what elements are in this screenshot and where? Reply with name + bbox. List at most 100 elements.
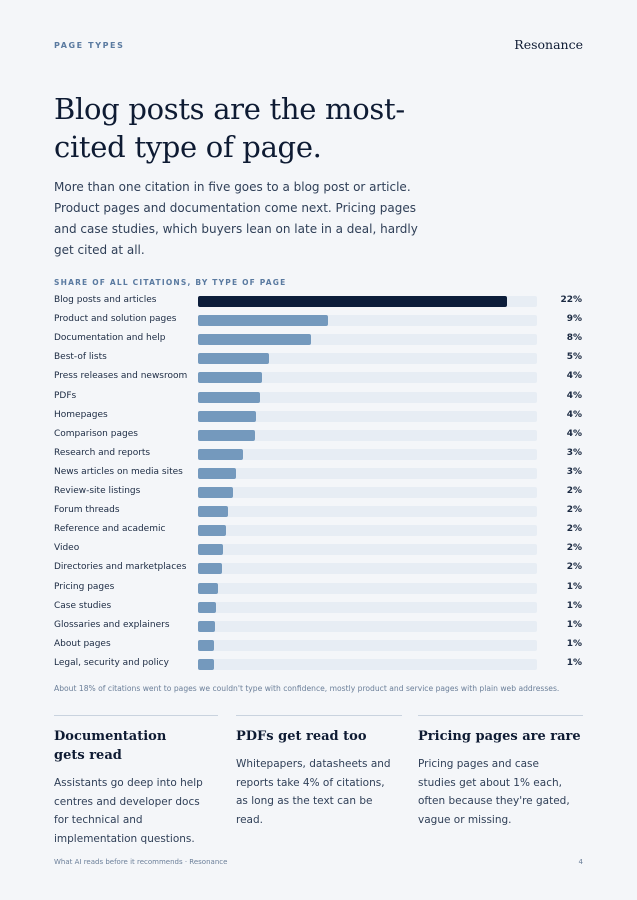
category-label: Case studies [54, 600, 112, 611]
chart-row: Research and reports 3% [54, 445, 584, 464]
value-label: 9% [566, 314, 582, 325]
bar [198, 410, 256, 422]
bar [198, 296, 508, 307]
insight-body: Assistants go deep into help centres and… [54, 777, 203, 845]
chart-row: Best-of lists 5% [54, 349, 584, 368]
category-label: Homepages [54, 409, 108, 420]
page-number: 4 [578, 858, 583, 866]
chart-row: Review-site listings 2% [54, 483, 584, 502]
value-label: 4% [566, 409, 582, 420]
bar [198, 429, 255, 441]
chart-row: Legal, security and policy 1% [54, 655, 584, 674]
value-label: 1% [566, 581, 582, 592]
bar-track [198, 410, 537, 422]
category-label: Documentation and help [54, 333, 166, 344]
bar-track [198, 315, 537, 327]
bar [198, 525, 227, 537]
chart-row: Reference and academic 2% [54, 521, 584, 540]
chart-row: Documentation and help 8% [54, 330, 584, 349]
category-label: Review-site listings [54, 486, 141, 496]
insight-column-pricing: Pricing pages are rare Pricing pages and… [418, 715, 583, 829]
bar-track [198, 582, 537, 594]
value-label: 22% [560, 295, 582, 305]
category-label: Best-of lists [54, 352, 107, 363]
bar [198, 334, 311, 346]
chart-row: Directories and marketplaces 2% [54, 559, 584, 578]
intro-paragraph: More than one citation in five goes to a… [54, 180, 418, 257]
value-label: 2% [566, 486, 582, 496]
category-label: Product and solution pages [54, 314, 177, 325]
bar-track [198, 429, 537, 441]
chart-row: Blog posts and articles 22% [54, 292, 584, 311]
value-label: 3% [566, 466, 582, 477]
category-label: Directories and marketplaces [54, 562, 187, 573]
bar [198, 544, 224, 556]
value-label: 2% [566, 524, 582, 535]
bar [198, 506, 228, 518]
bar [198, 315, 328, 327]
bar-track [198, 563, 537, 575]
insight-body: Whitepapers, datasheets and reports take… [236, 758, 391, 826]
footer-credit: What AI reads before it recommends · Res… [54, 858, 228, 866]
bar-track [198, 296, 537, 307]
chart-row: PDFs 4% [54, 388, 584, 407]
category-label: Reference and academic [54, 524, 166, 535]
value-label: 8% [566, 333, 582, 344]
chart-row: Product and solution pages 9% [54, 311, 584, 330]
citation-share-bar-chart: Blog posts and articles 22% Product and so… [54, 292, 584, 676]
section-eyebrow: PAGE TYPES [54, 41, 125, 50]
bar-track [198, 525, 537, 537]
insight-column-documentation: Documentation gets read Assistants go de… [54, 715, 218, 848]
bar [198, 467, 237, 479]
insight-body: Pricing pages and case studies get about… [418, 758, 570, 826]
bar [198, 601, 217, 613]
value-label: 2% [566, 505, 582, 516]
category-label: Glossaries and explainers [54, 619, 170, 630]
value-label: 1% [566, 638, 582, 649]
bar [198, 658, 214, 670]
category-label: Legal, security and policy [54, 657, 169, 668]
chart-row: Homepages 4% [54, 407, 584, 426]
chart-row: Forum threads 2% [54, 502, 584, 521]
bar [198, 353, 269, 365]
bar [198, 372, 262, 384]
chart-title: SHARE OF ALL CITATIONS, BY TYPE OF PAGE [54, 278, 287, 287]
bar-track [198, 391, 537, 403]
bar [198, 391, 261, 403]
category-label: News articles on media sites [54, 466, 183, 477]
insight-title: Documentation gets read [54, 729, 167, 763]
value-label: 3% [566, 447, 582, 458]
bar [198, 639, 214, 651]
chart-row: Video 2% [54, 540, 584, 559]
bar-track [198, 620, 537, 632]
bar [198, 582, 218, 594]
bar-track [198, 487, 537, 498]
bar-track [198, 544, 537, 556]
category-label: Video [54, 543, 80, 554]
category-label: Forum threads [54, 505, 120, 516]
value-label: 4% [566, 390, 582, 401]
value-label: 2% [566, 543, 582, 554]
bar [198, 620, 215, 632]
value-label: 1% [566, 619, 582, 630]
category-label: PDFs [54, 390, 77, 401]
category-label: Press releases and newsroom [54, 371, 188, 382]
category-label: Blog posts and articles [54, 295, 157, 305]
value-label: 1% [566, 600, 582, 611]
category-label: Pricing pages [54, 581, 115, 592]
category-label: About pages [54, 638, 111, 649]
brand-wordmark: Resonance [514, 37, 583, 52]
chart-row: Glossaries and explainers 1% [54, 617, 584, 636]
value-label: 4% [566, 428, 582, 439]
bar-track [198, 448, 537, 460]
bar-track [198, 353, 537, 365]
value-label: 4% [566, 371, 582, 382]
value-label: 2% [566, 562, 582, 573]
insight-title: Pricing pages are rare [418, 729, 581, 744]
value-label: 5% [566, 352, 582, 363]
insight-column-pdfs: PDFs get read too Whitepapers, datasheet… [236, 715, 402, 829]
bar-track [198, 506, 537, 518]
bar-track [198, 334, 537, 346]
chart-footnote: About 18% of citations went to pages we … [54, 684, 560, 693]
